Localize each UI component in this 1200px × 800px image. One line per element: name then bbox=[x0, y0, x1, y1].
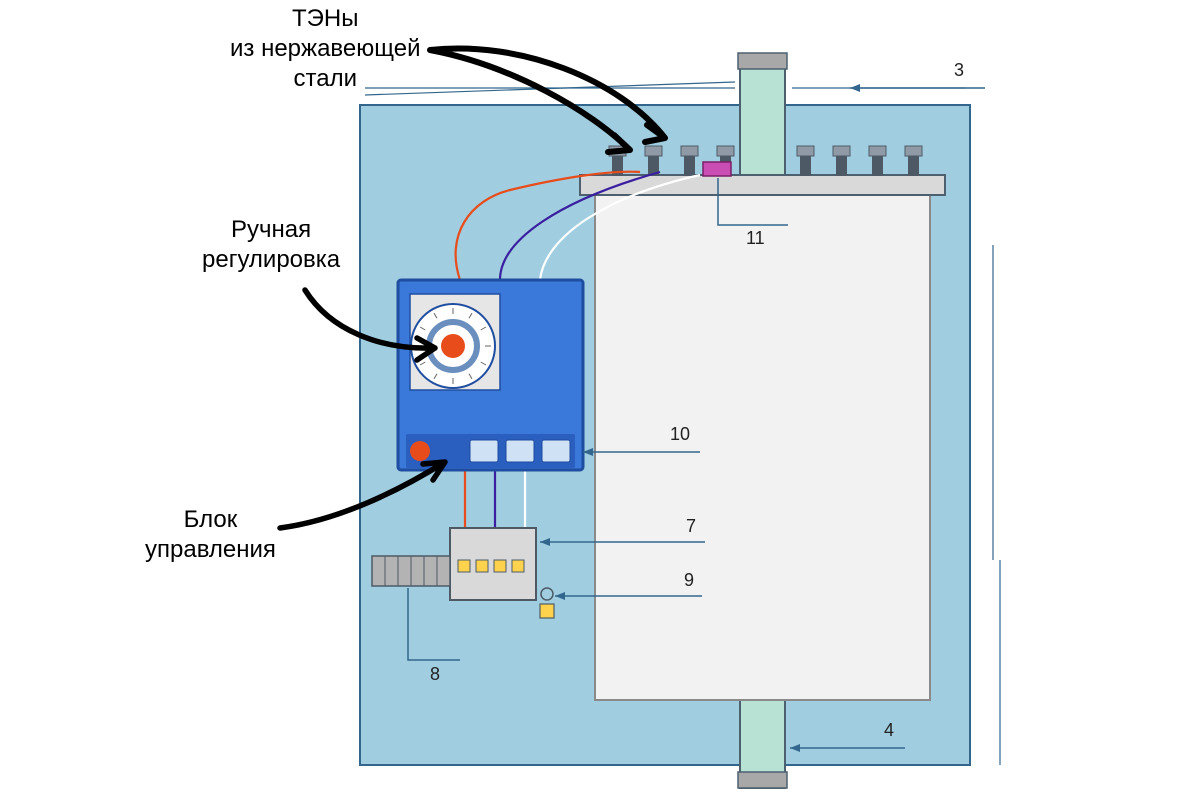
tank-flange bbox=[580, 175, 945, 195]
sensor-11 bbox=[703, 162, 731, 176]
heating-element-cap bbox=[869, 146, 886, 156]
contactor-led bbox=[494, 560, 506, 572]
ground-symbol bbox=[540, 604, 554, 618]
annotation-label: Ручнаярегулировка bbox=[202, 215, 340, 275]
water-tank bbox=[595, 180, 930, 700]
contactor-led bbox=[476, 560, 488, 572]
leader-label-7: 7 bbox=[686, 516, 696, 536]
leader-label-11: 11 bbox=[746, 228, 765, 248]
heating-element-cap bbox=[797, 146, 814, 156]
heating-element-cap bbox=[681, 146, 698, 156]
pipe-top bbox=[740, 55, 785, 177]
leader-label-9: 9 bbox=[684, 570, 694, 590]
leader-label-4: 4 bbox=[884, 720, 894, 740]
panel-button[interactable] bbox=[542, 440, 570, 462]
annotation-label: ТЭНыиз нержавеющейстали bbox=[230, 4, 421, 94]
annotation-label: Блокуправления bbox=[145, 505, 276, 565]
contactor-led bbox=[458, 560, 470, 572]
leader-arrowhead bbox=[850, 84, 860, 92]
contactor-led bbox=[512, 560, 524, 572]
heating-element-cap bbox=[833, 146, 850, 156]
leader-label-10: 10 bbox=[670, 424, 690, 444]
dial-knob[interactable] bbox=[441, 334, 465, 358]
leader-label-8: 8 bbox=[430, 664, 440, 684]
pipe-bottom-cap bbox=[738, 772, 787, 788]
heating-element-cap bbox=[905, 146, 922, 156]
pipe-top-cap bbox=[738, 53, 787, 69]
power-led bbox=[410, 441, 430, 461]
heating-element-cap bbox=[717, 146, 734, 156]
panel-button[interactable] bbox=[506, 440, 534, 462]
heating-element-cap bbox=[645, 146, 662, 156]
panel-button[interactable] bbox=[470, 440, 498, 462]
leader-label-3: 3 bbox=[954, 60, 964, 80]
